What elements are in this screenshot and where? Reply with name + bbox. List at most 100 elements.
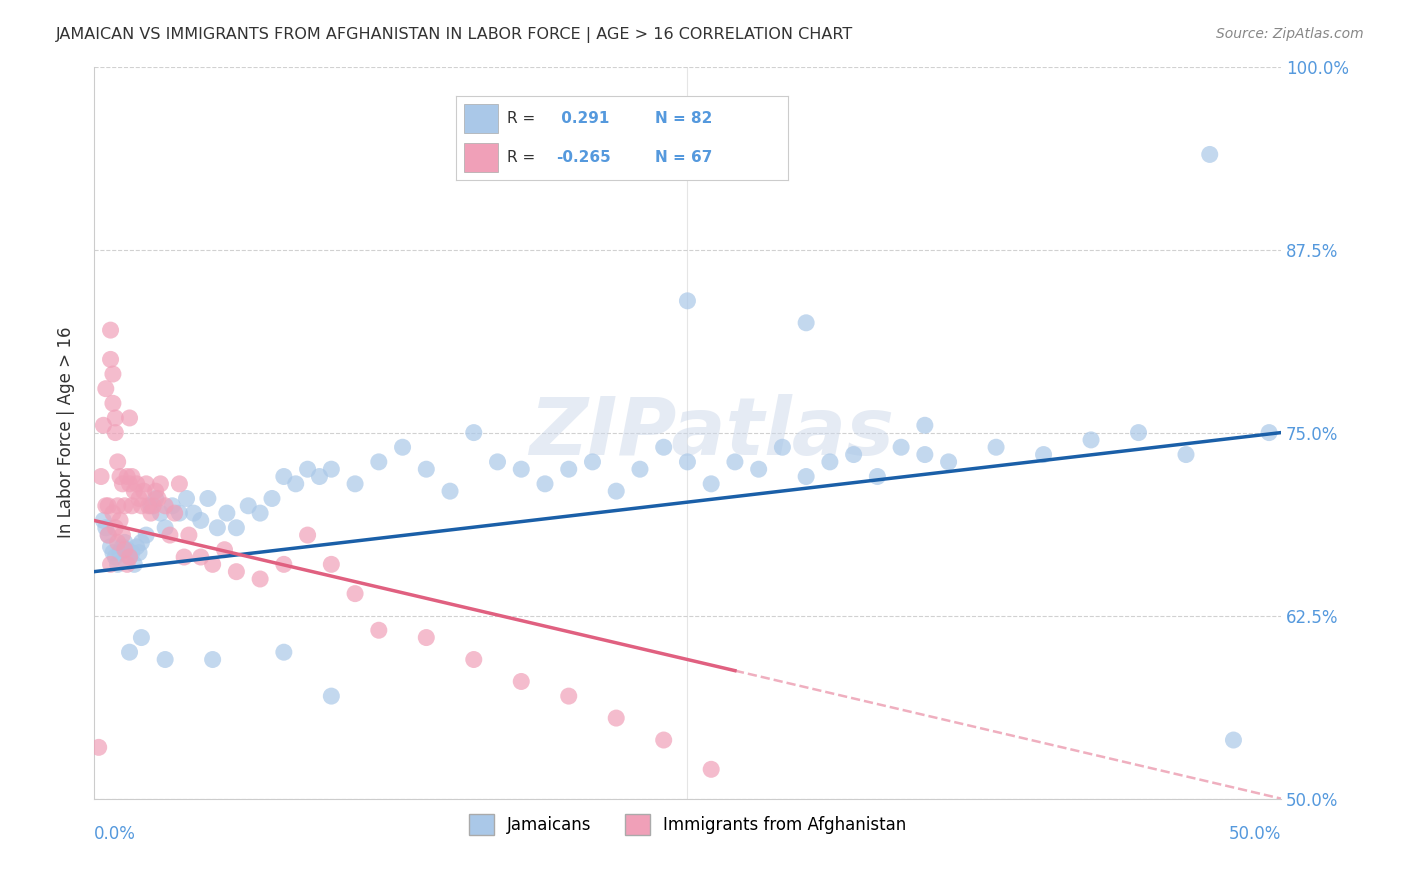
Point [149, 476, 172, 491]
Point [104, 521, 127, 535]
Point [415, 462, 437, 476]
Point [153, 521, 176, 535]
Point [108, 469, 131, 483]
Point [131, 535, 153, 549]
Point [173, 549, 195, 564]
Point [605, 711, 627, 725]
Point [842, 448, 865, 462]
Point [628, 462, 651, 476]
Point [866, 469, 889, 483]
Point [984, 440, 1007, 454]
Point [297, 462, 319, 476]
Point [238, 499, 260, 513]
Point [94, 521, 117, 535]
Point [177, 528, 200, 542]
Point [169, 506, 191, 520]
Point [118, 411, 141, 425]
Point [118, 645, 141, 659]
Point [118, 549, 141, 564]
Point [207, 521, 229, 535]
Point [153, 652, 176, 666]
Point [153, 499, 176, 513]
Point [142, 499, 165, 513]
Point [297, 528, 319, 542]
Point [510, 462, 533, 476]
Point [87, 740, 110, 755]
Point [104, 425, 127, 440]
Point [124, 484, 146, 499]
Point [225, 521, 247, 535]
Point [249, 572, 271, 586]
Point [260, 491, 283, 506]
Point [135, 528, 157, 542]
Point [135, 476, 157, 491]
Point [111, 540, 134, 554]
Point [1258, 425, 1281, 440]
Point [94, 382, 117, 396]
Point [770, 440, 793, 454]
Point [118, 476, 141, 491]
Point [132, 484, 155, 499]
Point [700, 762, 723, 776]
Point [124, 558, 146, 572]
Point [321, 689, 343, 703]
Point [114, 542, 136, 557]
Text: JAMAICAN VS IMMIGRANTS FROM AFGHANISTAN IN LABOR FORCE | AGE > 16 CORRELATION CH: JAMAICAN VS IMMIGRANTS FROM AFGHANISTAN … [56, 27, 853, 43]
Point [107, 558, 129, 572]
Point [344, 587, 367, 601]
Point [139, 506, 162, 520]
Point [146, 491, 169, 506]
Point [558, 462, 581, 476]
Point [115, 542, 138, 557]
Text: 50.0%: 50.0% [1229, 825, 1281, 843]
Text: Source: ZipAtlas.com: Source: ZipAtlas.com [1216, 27, 1364, 41]
Point [321, 462, 343, 476]
Point [115, 558, 138, 572]
Point [367, 624, 389, 638]
Point [463, 425, 485, 440]
Point [100, 540, 122, 554]
Point [748, 462, 770, 476]
Point [118, 549, 141, 564]
Point [249, 506, 271, 520]
Point [163, 506, 186, 520]
Point [367, 455, 389, 469]
Point [676, 455, 699, 469]
Point [534, 476, 557, 491]
Point [101, 367, 124, 381]
Y-axis label: In Labor Force | Age > 16: In Labor Force | Age > 16 [58, 326, 75, 539]
Point [391, 440, 413, 454]
Point [101, 546, 124, 560]
Point [104, 411, 127, 425]
Point [108, 546, 131, 560]
Point [93, 418, 115, 433]
Point [104, 549, 127, 564]
Point [114, 499, 136, 513]
Point [938, 455, 960, 469]
Point [115, 469, 138, 483]
Point [321, 558, 343, 572]
Point [149, 506, 172, 520]
Point [273, 558, 295, 572]
Point [215, 506, 238, 520]
Point [1032, 448, 1054, 462]
Point [108, 513, 131, 527]
Point [97, 528, 120, 542]
Point [463, 652, 485, 666]
Point [100, 323, 122, 337]
Point [914, 448, 936, 462]
Point [197, 491, 219, 506]
Point [415, 631, 437, 645]
Point [94, 499, 117, 513]
Point [101, 506, 124, 520]
Point [724, 455, 747, 469]
Point [273, 469, 295, 483]
Point [107, 499, 129, 513]
Point [190, 549, 212, 564]
Point [510, 674, 533, 689]
Point [700, 476, 723, 491]
Point [652, 733, 675, 747]
Point [581, 455, 603, 469]
Point [914, 418, 936, 433]
Point [605, 484, 627, 499]
